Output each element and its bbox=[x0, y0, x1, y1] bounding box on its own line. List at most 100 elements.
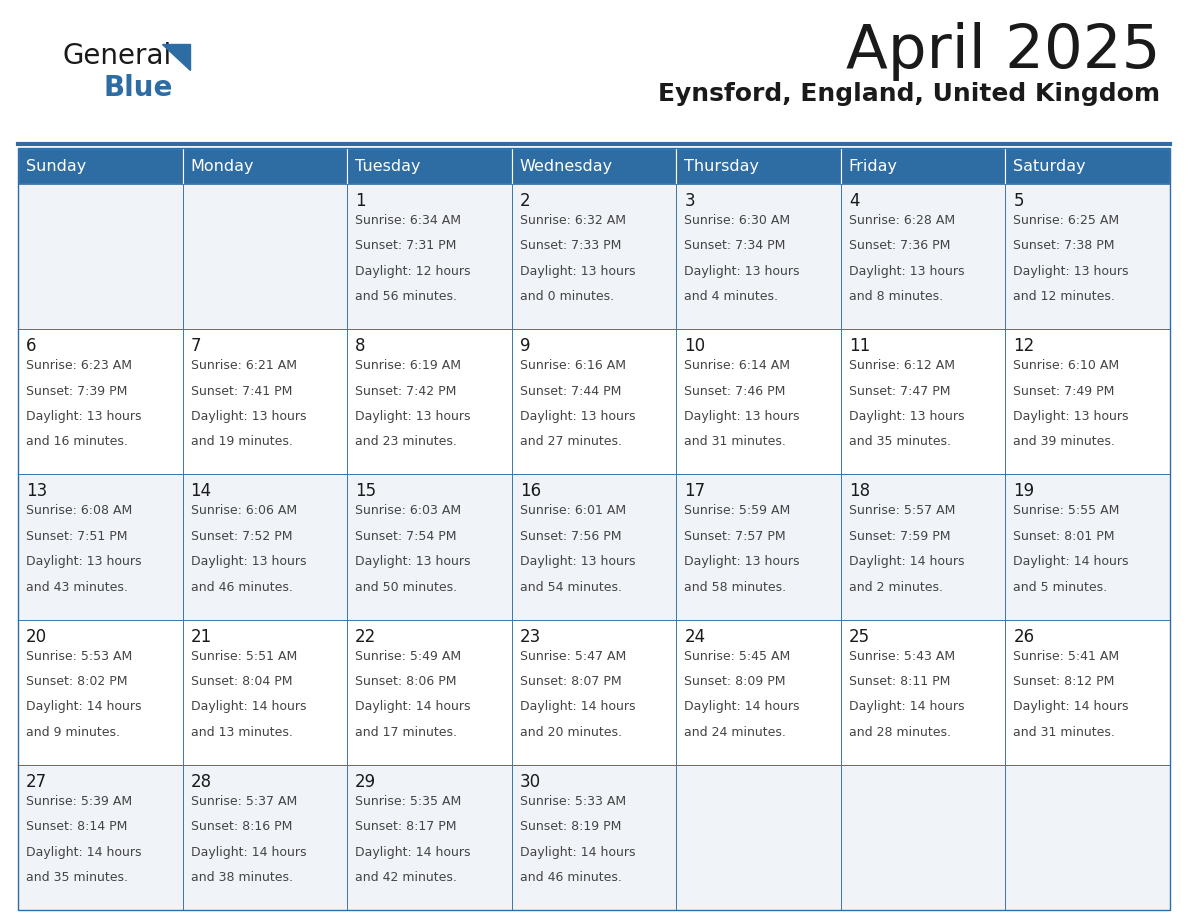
Text: Sunset: 8:11 PM: Sunset: 8:11 PM bbox=[849, 675, 950, 688]
Bar bbox=[841, 148, 1005, 184]
Text: 28: 28 bbox=[190, 773, 211, 790]
Text: Blue: Blue bbox=[105, 74, 173, 102]
Text: 21: 21 bbox=[190, 628, 211, 645]
Text: and 50 minutes.: and 50 minutes. bbox=[355, 580, 457, 594]
Bar bbox=[676, 148, 841, 184]
Text: and 35 minutes.: and 35 minutes. bbox=[26, 871, 128, 884]
Text: Daylight: 14 hours: Daylight: 14 hours bbox=[1013, 555, 1129, 568]
Text: and 28 minutes.: and 28 minutes. bbox=[849, 726, 950, 739]
Text: Daylight: 12 hours: Daylight: 12 hours bbox=[355, 264, 470, 278]
Text: 5: 5 bbox=[1013, 192, 1024, 210]
Text: Sunset: 8:16 PM: Sunset: 8:16 PM bbox=[190, 820, 292, 834]
Text: Daylight: 14 hours: Daylight: 14 hours bbox=[684, 700, 800, 713]
Text: 7: 7 bbox=[190, 337, 201, 355]
Text: 22: 22 bbox=[355, 628, 377, 645]
Text: Daylight: 13 hours: Daylight: 13 hours bbox=[519, 264, 636, 278]
Bar bbox=[1005, 475, 1170, 620]
Text: Tuesday: Tuesday bbox=[355, 159, 421, 174]
Text: and 20 minutes.: and 20 minutes. bbox=[519, 726, 621, 739]
Text: Sunrise: 5:33 AM: Sunrise: 5:33 AM bbox=[519, 795, 626, 808]
Text: Sunrise: 5:37 AM: Sunrise: 5:37 AM bbox=[190, 795, 297, 808]
Text: Sunrise: 5:53 AM: Sunrise: 5:53 AM bbox=[26, 650, 132, 663]
Text: Sunrise: 6:03 AM: Sunrise: 6:03 AM bbox=[355, 504, 461, 518]
Text: Daylight: 13 hours: Daylight: 13 hours bbox=[1013, 410, 1129, 423]
Text: 11: 11 bbox=[849, 337, 870, 355]
Bar bbox=[1005, 330, 1170, 475]
Text: Daylight: 13 hours: Daylight: 13 hours bbox=[849, 264, 965, 278]
Text: 1: 1 bbox=[355, 192, 366, 210]
Bar bbox=[1005, 184, 1170, 330]
Text: and 2 minutes.: and 2 minutes. bbox=[849, 580, 943, 594]
Text: Sunrise: 5:55 AM: Sunrise: 5:55 AM bbox=[1013, 504, 1120, 518]
Text: 10: 10 bbox=[684, 337, 706, 355]
Text: Sunset: 7:34 PM: Sunset: 7:34 PM bbox=[684, 240, 785, 252]
Polygon shape bbox=[162, 44, 190, 70]
Text: and 58 minutes.: and 58 minutes. bbox=[684, 580, 786, 594]
Text: Daylight: 13 hours: Daylight: 13 hours bbox=[684, 410, 800, 423]
Text: Sunday: Sunday bbox=[26, 159, 87, 174]
Text: Sunset: 8:17 PM: Sunset: 8:17 PM bbox=[355, 820, 456, 834]
Bar bbox=[183, 765, 347, 910]
Text: Daylight: 13 hours: Daylight: 13 hours bbox=[519, 555, 636, 568]
Text: Sunrise: 6:23 AM: Sunrise: 6:23 AM bbox=[26, 359, 132, 372]
Bar bbox=[841, 620, 1005, 765]
Bar bbox=[1005, 765, 1170, 910]
Bar bbox=[18, 184, 183, 330]
Text: Sunset: 8:07 PM: Sunset: 8:07 PM bbox=[519, 675, 621, 688]
Bar bbox=[512, 475, 676, 620]
Bar bbox=[18, 765, 183, 910]
Text: Sunrise: 6:06 AM: Sunrise: 6:06 AM bbox=[190, 504, 297, 518]
Text: 9: 9 bbox=[519, 337, 530, 355]
Text: Sunset: 7:39 PM: Sunset: 7:39 PM bbox=[26, 385, 127, 397]
Text: Sunset: 8:12 PM: Sunset: 8:12 PM bbox=[1013, 675, 1114, 688]
Text: Sunrise: 6:16 AM: Sunrise: 6:16 AM bbox=[519, 359, 626, 372]
Text: Sunset: 7:57 PM: Sunset: 7:57 PM bbox=[684, 530, 786, 543]
Text: Sunset: 8:02 PM: Sunset: 8:02 PM bbox=[26, 675, 127, 688]
Text: 29: 29 bbox=[355, 773, 377, 790]
Text: Sunrise: 6:10 AM: Sunrise: 6:10 AM bbox=[1013, 359, 1119, 372]
Text: 4: 4 bbox=[849, 192, 859, 210]
Bar bbox=[347, 330, 512, 475]
Text: Sunrise: 6:32 AM: Sunrise: 6:32 AM bbox=[519, 214, 626, 227]
Text: and 46 minutes.: and 46 minutes. bbox=[519, 871, 621, 884]
Bar bbox=[841, 330, 1005, 475]
Text: 6: 6 bbox=[26, 337, 37, 355]
Text: Sunset: 7:36 PM: Sunset: 7:36 PM bbox=[849, 240, 950, 252]
Text: Sunrise: 6:19 AM: Sunrise: 6:19 AM bbox=[355, 359, 461, 372]
Text: Daylight: 14 hours: Daylight: 14 hours bbox=[190, 845, 307, 858]
Text: and 0 minutes.: and 0 minutes. bbox=[519, 290, 614, 303]
Text: 25: 25 bbox=[849, 628, 870, 645]
Text: and 42 minutes.: and 42 minutes. bbox=[355, 871, 457, 884]
Bar bbox=[347, 765, 512, 910]
Bar bbox=[18, 148, 183, 184]
Text: Wednesday: Wednesday bbox=[519, 159, 613, 174]
Bar bbox=[841, 184, 1005, 330]
Text: Sunset: 7:42 PM: Sunset: 7:42 PM bbox=[355, 385, 456, 397]
Bar bbox=[676, 184, 841, 330]
Text: Sunrise: 6:12 AM: Sunrise: 6:12 AM bbox=[849, 359, 955, 372]
Text: Sunrise: 5:35 AM: Sunrise: 5:35 AM bbox=[355, 795, 461, 808]
Text: 16: 16 bbox=[519, 482, 541, 500]
Text: Sunrise: 6:25 AM: Sunrise: 6:25 AM bbox=[1013, 214, 1119, 227]
Bar bbox=[183, 620, 347, 765]
Text: Sunset: 7:49 PM: Sunset: 7:49 PM bbox=[1013, 385, 1114, 397]
Text: Daylight: 14 hours: Daylight: 14 hours bbox=[190, 700, 307, 713]
Text: Sunrise: 5:47 AM: Sunrise: 5:47 AM bbox=[519, 650, 626, 663]
Text: Sunset: 7:41 PM: Sunset: 7:41 PM bbox=[190, 385, 292, 397]
Text: Sunset: 7:31 PM: Sunset: 7:31 PM bbox=[355, 240, 456, 252]
Text: Sunset: 7:46 PM: Sunset: 7:46 PM bbox=[684, 385, 785, 397]
Text: Daylight: 13 hours: Daylight: 13 hours bbox=[190, 410, 307, 423]
Text: 2: 2 bbox=[519, 192, 530, 210]
Bar bbox=[347, 475, 512, 620]
Text: Sunset: 7:56 PM: Sunset: 7:56 PM bbox=[519, 530, 621, 543]
Text: and 39 minutes.: and 39 minutes. bbox=[1013, 435, 1116, 448]
Text: and 46 minutes.: and 46 minutes. bbox=[190, 580, 292, 594]
Text: and 5 minutes.: and 5 minutes. bbox=[1013, 580, 1107, 594]
Bar bbox=[183, 184, 347, 330]
Bar bbox=[18, 148, 1170, 910]
Bar bbox=[18, 475, 183, 620]
Text: Sunrise: 6:01 AM: Sunrise: 6:01 AM bbox=[519, 504, 626, 518]
Bar bbox=[512, 148, 676, 184]
Bar bbox=[841, 765, 1005, 910]
Bar bbox=[183, 475, 347, 620]
